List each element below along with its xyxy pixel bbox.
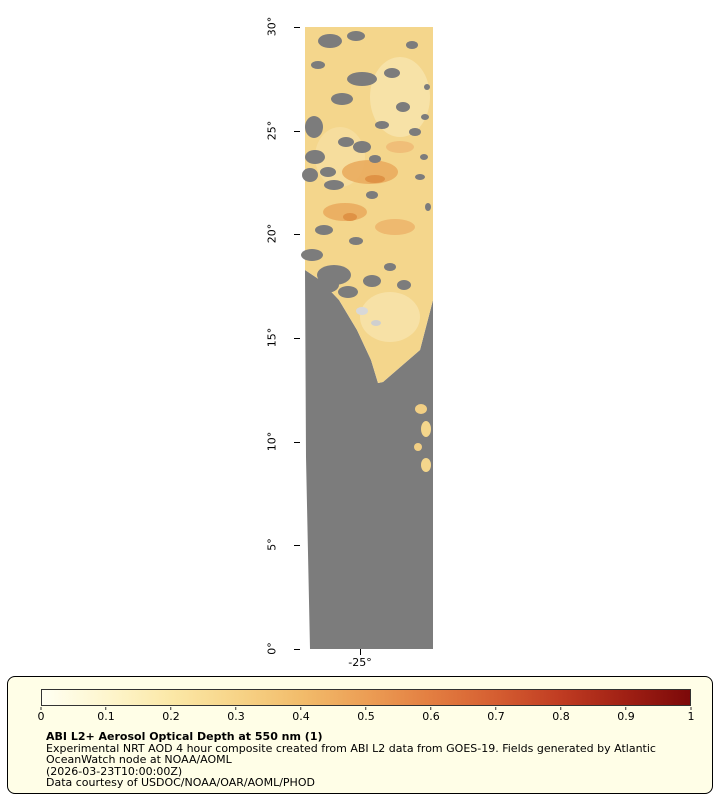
y-axis-label: 25° xyxy=(265,120,279,141)
legend-credit: Data courtesy of USDOC/NOAA/OAR/AOML/PHO… xyxy=(46,776,315,789)
y-axis-label: 30° xyxy=(265,16,279,37)
tick-mark xyxy=(294,338,300,339)
y-axis-label: 0° xyxy=(265,642,279,655)
legend-description-line2: OceanWatch node at NOAA/AOML xyxy=(46,753,232,766)
legend-title: ABI L2+ Aerosol Optical Depth at 550 nm … xyxy=(46,730,323,743)
legend-panel: 0 0.1 0.2 0.3 0.4 0.5 0.6 0.7 0.8 0.9 1 … xyxy=(7,676,713,794)
tick-mark xyxy=(360,649,361,655)
colorbar-tick-label: 0 xyxy=(38,707,45,724)
colorbar-tick-label: 0.3 xyxy=(227,707,245,724)
y-axis-label: 5° xyxy=(265,538,279,551)
colorbar-tick-label: 0.4 xyxy=(292,707,310,724)
tick-mark xyxy=(294,131,300,132)
colorbar-tick-label: 0.5 xyxy=(357,707,375,724)
y-axis-label: 10° xyxy=(265,431,279,452)
legend-text: ABI L2+ Aerosol Optical Depth at 550 nm … xyxy=(46,731,706,789)
colorbar-tick-label: 0.9 xyxy=(617,707,635,724)
aod-high-patches xyxy=(323,141,415,235)
tick-mark xyxy=(294,27,300,28)
legend-description-line1: Experimental NRT AOD 4 hour composite cr… xyxy=(46,741,656,755)
tick-mark xyxy=(294,649,300,650)
y-axis-label: 15° xyxy=(265,327,279,348)
cloud-patches xyxy=(301,31,431,298)
map-plot: 30° 25° 20° 15° 10° 5° 0° -25° xyxy=(265,16,433,669)
colorbar-labels: 0 0.1 0.2 0.3 0.4 0.5 0.6 0.7 0.8 0.9 1 xyxy=(38,707,695,724)
y-axis-label: 20° xyxy=(265,223,279,244)
colorbar-gradient xyxy=(42,690,690,705)
legend-timestamp: (2026-03-23T10:00:00Z) xyxy=(46,764,183,778)
colorbar-tick-label: 0.2 xyxy=(162,707,180,724)
aod-specks-south xyxy=(414,404,431,472)
x-axis-label: -25° xyxy=(348,656,372,669)
colorbar-tick-label: 0.8 xyxy=(552,707,570,724)
colorbar-tick-label: 0.7 xyxy=(487,707,505,724)
light-specks xyxy=(356,307,381,326)
colorbar-tick-label: 0.1 xyxy=(97,707,115,724)
tick-mark xyxy=(294,545,300,546)
colorbar-tick-label: 1 xyxy=(688,707,695,724)
aod-map-svg xyxy=(301,27,433,649)
tick-mark xyxy=(294,442,300,443)
colorbar-tick-label: 0.6 xyxy=(422,707,440,724)
tick-mark xyxy=(294,234,300,235)
colorbar xyxy=(41,689,691,706)
no-data-region xyxy=(305,270,433,649)
